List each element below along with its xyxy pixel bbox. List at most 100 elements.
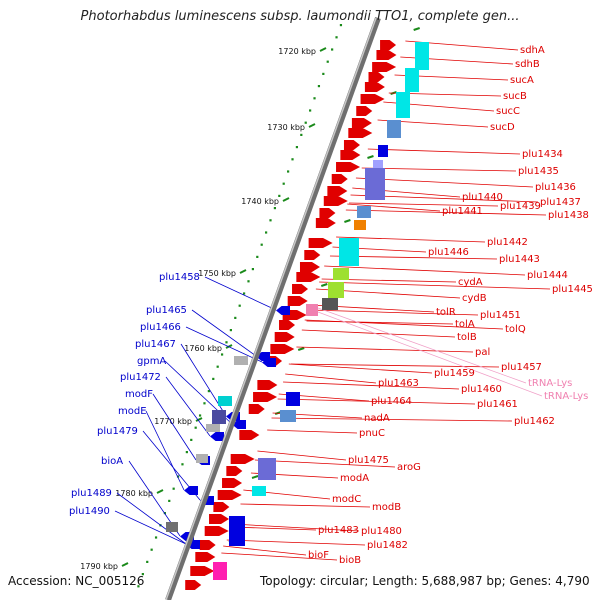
reverse-gene-arrow	[210, 432, 224, 441]
scale-minor-tick	[247, 280, 250, 283]
forward-leader-line	[309, 309, 479, 316]
forward-gene-arrow	[209, 514, 230, 524]
forward-gene-label: plu1459	[434, 368, 475, 379]
forward-leader-line	[240, 503, 371, 508]
reverse-gene-block	[196, 454, 208, 463]
scale-inner-tick	[251, 475, 259, 479]
gene-block	[415, 42, 429, 70]
forward-gene-label: plu1441	[442, 206, 483, 217]
forward-gene-label: plu1442	[487, 237, 528, 248]
forward-gene-arrow	[372, 62, 397, 72]
gene-block	[328, 282, 344, 298]
scale-minor-tick	[172, 487, 175, 490]
topology-summary: Topology: circular; Length: 5,688,987 bp…	[260, 574, 590, 588]
reverse-gene-block	[166, 522, 178, 532]
scale-minor-tick	[260, 243, 263, 246]
forward-gene-label: plu1434	[522, 149, 563, 160]
scale-minor-tick	[295, 146, 299, 149]
forward-gene-label: plu1439	[500, 201, 541, 212]
forward-leader-line	[367, 148, 521, 155]
forward-leader-line	[277, 398, 476, 405]
reverse-gene-arrow	[232, 420, 246, 429]
forward-gene-label: pal	[475, 347, 490, 358]
forward-gene-label: pnuC	[359, 428, 385, 439]
scale-inner-tick	[344, 219, 351, 223]
scale-minor-tick	[326, 60, 329, 63]
forward-gene-label: plu1436	[535, 182, 576, 193]
forward-gene-arrow	[287, 296, 308, 306]
reverse-gene-label: gpmA	[137, 356, 166, 367]
forward-gene-label: plu1480	[361, 526, 402, 537]
reverse-gene-arrow	[184, 486, 198, 495]
reverse-gene-block	[212, 410, 226, 424]
scale-label: 1730 kbp	[267, 123, 305, 132]
scale-minor-tick	[273, 207, 277, 210]
gene-block	[286, 392, 300, 406]
forward-gene-arrow	[230, 454, 255, 464]
scale-major-tick	[319, 47, 327, 52]
scale-minor-tick	[190, 438, 193, 441]
gene-block	[387, 120, 401, 138]
forward-gene-label: plu1463	[378, 378, 419, 389]
scale-minor-tick	[309, 109, 312, 112]
scale-minor-tick	[291, 158, 294, 161]
forward-leader-line	[304, 319, 504, 330]
forward-gene-arrow	[222, 478, 243, 488]
scale-minor-tick	[304, 121, 307, 124]
forward-gene-arrow	[274, 332, 295, 342]
reverse-gene-label: plu1489	[71, 488, 112, 499]
forward-gene-label: plu1482	[367, 540, 408, 551]
rna-gene-label: tRNA-Lys	[528, 378, 572, 389]
forward-gene-label: plu1461	[477, 399, 518, 410]
gene-block	[322, 298, 338, 310]
scale-minor-tick	[335, 36, 338, 39]
forward-gene-arrow	[199, 540, 216, 550]
forward-gene-label: sucC	[496, 106, 520, 117]
scale-minor-tick	[238, 304, 241, 307]
forward-gene-label: plu1445	[552, 284, 593, 295]
forward-gene-arrow	[195, 552, 216, 562]
genome-backbone	[165, 16, 381, 600]
scale-label: 1770 kbp	[154, 417, 192, 426]
forward-gene-arrow	[348, 128, 373, 138]
scale-minor-tick	[242, 292, 246, 295]
gene-block	[357, 206, 371, 218]
scale-minor-tick	[194, 426, 197, 429]
forward-gene-arrow	[376, 50, 397, 60]
reverse-gene-label: plu1466	[140, 322, 181, 333]
forward-gene-arrow	[204, 526, 229, 536]
forward-gene-arrow	[308, 238, 333, 248]
forward-gene-arrow	[304, 250, 321, 260]
forward-gene-label: sdhA	[520, 45, 545, 56]
forward-gene-arrow	[248, 404, 265, 414]
gene-block	[378, 145, 388, 157]
scale-inner-tick	[297, 347, 305, 351]
forward-gene-label: cydA	[458, 277, 483, 288]
backbone-line	[165, 16, 381, 600]
scale-minor-tick	[225, 341, 228, 344]
scale-inner-tick	[367, 155, 374, 159]
scale-minor-tick	[251, 268, 254, 271]
scale-major-tick	[282, 197, 290, 202]
gene-features	[166, 40, 429, 590]
gene-block	[396, 92, 410, 118]
scale-minor-tick	[300, 133, 303, 136]
gene-block	[229, 516, 245, 546]
reverse-leader-line	[114, 510, 187, 545]
reverse-gene-label: plu1490	[69, 506, 110, 517]
forward-leader-line	[231, 523, 360, 532]
kbp-scale-labels: 1720 kbp 1730 kbp 1740 kbp 1750 kbp 1760 kbp…	[80, 47, 316, 571]
reverse-gene-label: plu1458	[159, 272, 200, 283]
reverse-gene-label: plu1467	[135, 339, 176, 350]
gene-block	[258, 458, 276, 480]
scale-minor-tick	[287, 170, 290, 173]
forward-leader-line	[254, 459, 396, 468]
rna-gene-label: tRNA-Lys	[544, 391, 588, 402]
forward-gene-arrow	[185, 580, 202, 590]
reverse-gene-label: modE	[118, 406, 147, 417]
forward-gene-arrow	[368, 72, 385, 82]
scale-minor-tick	[141, 573, 144, 576]
forward-gene-label: sucD	[490, 122, 515, 133]
reverse-gene-arrow	[276, 306, 290, 315]
